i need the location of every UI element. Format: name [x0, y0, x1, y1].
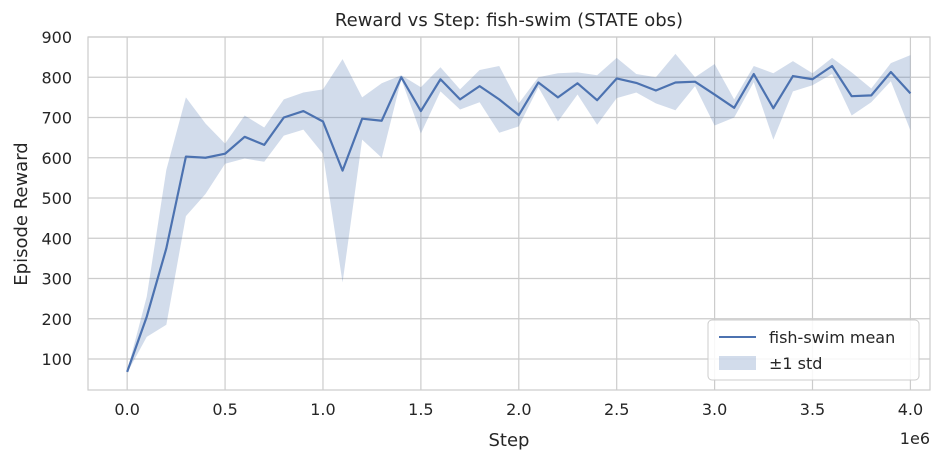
plot-frame	[87, 36, 931, 391]
x-tick-label: 3.5	[800, 400, 825, 419]
y-tick-label: 300	[41, 270, 72, 289]
y-tick-label: 100	[41, 350, 72, 369]
y-tick-label: 600	[41, 149, 72, 168]
y-tick-label: 200	[41, 310, 72, 329]
x-tick-label: 0.0	[114, 400, 139, 419]
y-tick-label: 500	[41, 189, 72, 208]
x-tick-label: 4.0	[898, 400, 923, 419]
legend-box	[707, 319, 920, 381]
x-tick-label: 2.5	[604, 400, 629, 419]
chart-title: Reward vs Step: fish-swim (STATE obs)	[335, 10, 683, 31]
legend-label-std: ±1 std	[769, 354, 822, 373]
x-axis-multiplier: 1e6	[900, 429, 930, 448]
x-tick-label: 3.0	[702, 400, 727, 419]
x-tick-label: 1.5	[408, 400, 433, 419]
std-band-layer	[127, 53, 911, 373]
legend-band-swatch	[719, 356, 756, 370]
mean-line-layer	[126, 64, 912, 373]
tick-labels: 0.0 0.5 1.0 1.5 2.0 2.5 3.0 3.5 4.0 100 200 300 400 5…	[41, 28, 923, 419]
y-axis-label: Episode Reward	[11, 142, 32, 285]
legend-label-mean: fish-swim mean	[769, 328, 895, 347]
y-tick-label: 400	[41, 229, 72, 248]
mean-line	[126, 64, 912, 373]
y-tick-label: 900	[41, 28, 72, 47]
x-tick-label: 0.5	[212, 400, 237, 419]
x-tick-label: 1.0	[310, 400, 335, 419]
y-tick-label: 800	[41, 68, 72, 87]
y-tick-label: 700	[41, 109, 72, 128]
legend: fish-swim mean ±1 std	[707, 319, 920, 381]
x-tick-label: 2.0	[506, 400, 531, 419]
x-axis-label: Step	[489, 430, 530, 451]
std-band	[127, 53, 911, 373]
